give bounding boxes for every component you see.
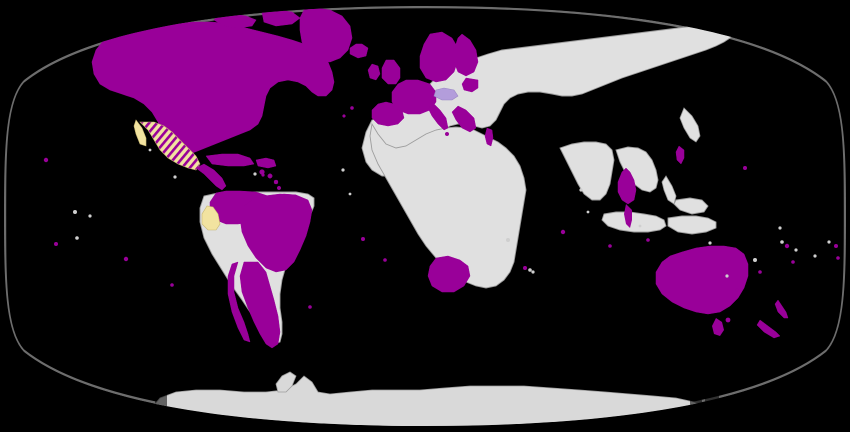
landmass-southeast-asia (559, 141, 717, 235)
region-greenland (299, 7, 353, 63)
region-israel (484, 127, 494, 147)
region-europe (342, 31, 479, 137)
region-south-america (209, 190, 313, 349)
region-central-america-caribbean (195, 153, 282, 191)
map-body (4, 6, 846, 426)
region-north-america (91, 9, 335, 155)
landmass-antarctica (149, 371, 713, 426)
landmass-africa (369, 122, 527, 289)
landmass-east-asia-islands (661, 107, 701, 205)
region-mexico (133, 119, 201, 171)
region-central-europe-limited (433, 87, 459, 101)
region-taiwan (675, 145, 685, 165)
region-new-zealand (756, 299, 789, 339)
region-south-africa (427, 255, 471, 293)
region-ecuador (201, 205, 221, 231)
minor-islands (73, 148, 831, 278)
overseas-territories (43, 157, 840, 309)
region-australia (655, 245, 749, 336)
region-thailand (617, 167, 637, 228)
